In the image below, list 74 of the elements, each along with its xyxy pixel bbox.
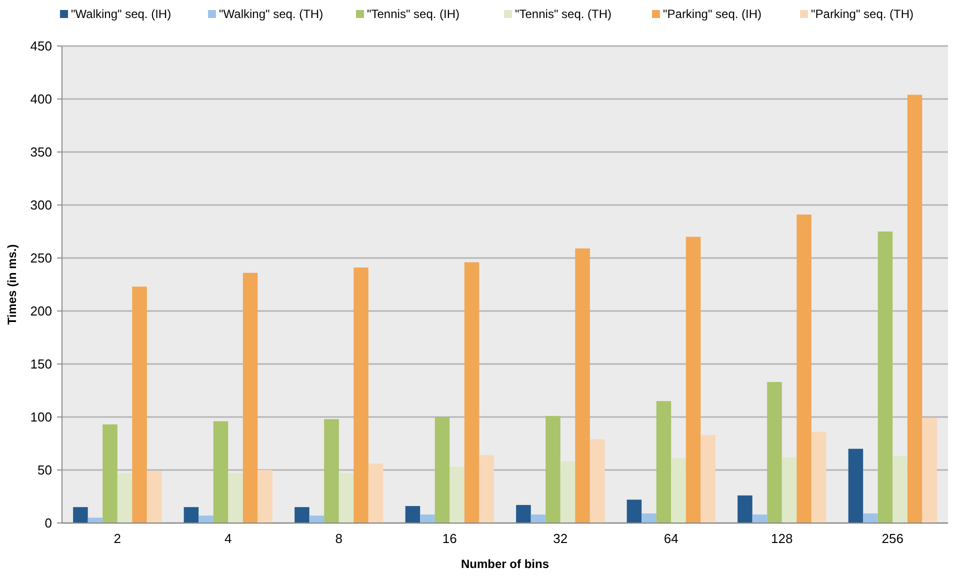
bar bbox=[73, 507, 88, 523]
x-tick-label: 128 bbox=[771, 531, 793, 546]
x-axis-title: Number of bins bbox=[460, 557, 550, 571]
y-tick-label: 250 bbox=[30, 250, 52, 266]
legend-label: "Walking" seq. (IH) bbox=[71, 7, 172, 21]
y-tick-label: 150 bbox=[30, 356, 52, 372]
x-tick-label: 8 bbox=[335, 531, 342, 546]
bar bbox=[671, 458, 686, 523]
bar bbox=[752, 514, 768, 523]
bar bbox=[405, 506, 420, 523]
legend-label: "Tennis" seq. (TH) bbox=[515, 7, 612, 21]
y-axis-title: Times (in ms.) bbox=[5, 244, 19, 325]
bar bbox=[434, 417, 450, 523]
bar bbox=[213, 421, 228, 523]
bar bbox=[294, 507, 310, 523]
y-tick-label: 50 bbox=[38, 462, 52, 478]
y-tick-label: 450 bbox=[30, 38, 52, 54]
bar bbox=[450, 466, 464, 523]
bar bbox=[309, 516, 324, 523]
bar bbox=[102, 424, 118, 523]
bar bbox=[575, 248, 590, 523]
legend-label: "Tennis" seq. (IH) bbox=[367, 7, 460, 21]
bar bbox=[132, 286, 147, 523]
bar bbox=[560, 462, 576, 523]
bar bbox=[796, 214, 812, 523]
bar bbox=[479, 455, 494, 523]
bar bbox=[198, 516, 214, 523]
bar bbox=[656, 401, 672, 523]
bar bbox=[242, 272, 258, 523]
x-tick-label: 2 bbox=[114, 531, 121, 546]
x-tick-label: 4 bbox=[224, 531, 232, 546]
bar bbox=[863, 513, 878, 523]
x-tick-label: 256 bbox=[882, 531, 904, 546]
legend-label: "Parking" seq. (TH) bbox=[811, 7, 914, 21]
bar bbox=[530, 514, 546, 523]
bar bbox=[258, 470, 272, 523]
bar bbox=[590, 439, 605, 523]
y-tick-label: 300 bbox=[30, 198, 52, 213]
y-tick-label: 100 bbox=[30, 410, 52, 425]
bar bbox=[767, 382, 782, 523]
bar bbox=[338, 473, 354, 523]
legend-label: "Walking" seq. (TH) bbox=[219, 7, 324, 21]
bar bbox=[516, 504, 531, 523]
bar bbox=[146, 471, 162, 523]
bar bbox=[922, 418, 937, 523]
bar bbox=[228, 473, 243, 523]
bar bbox=[782, 457, 797, 523]
bar bbox=[878, 232, 893, 523]
x-tick-label: 64 bbox=[664, 531, 678, 546]
bar bbox=[626, 500, 642, 523]
bar bbox=[686, 236, 701, 523]
bar bbox=[368, 464, 384, 523]
bar bbox=[907, 94, 922, 523]
bar bbox=[892, 456, 908, 523]
bar bbox=[546, 416, 560, 523]
x-tick-label: 16 bbox=[442, 531, 457, 546]
bar bbox=[700, 435, 716, 523]
bar bbox=[324, 419, 339, 523]
x-tick-label: 32 bbox=[553, 531, 568, 546]
y-tick-label: 0 bbox=[44, 516, 52, 531]
bar bbox=[848, 448, 864, 523]
bar bbox=[88, 518, 103, 523]
bar bbox=[117, 473, 132, 523]
bar bbox=[464, 262, 480, 523]
y-tick-label: 200 bbox=[30, 304, 52, 319]
legend-label: "Parking" seq. (IH) bbox=[663, 7, 762, 21]
bar bbox=[354, 268, 368, 523]
bar bbox=[642, 513, 656, 523]
bar bbox=[738, 495, 752, 523]
bar bbox=[184, 507, 199, 523]
bar bbox=[420, 514, 435, 523]
y-tick-label: 350 bbox=[30, 144, 52, 160]
y-tick-label: 400 bbox=[30, 92, 52, 107]
bar bbox=[811, 432, 826, 523]
